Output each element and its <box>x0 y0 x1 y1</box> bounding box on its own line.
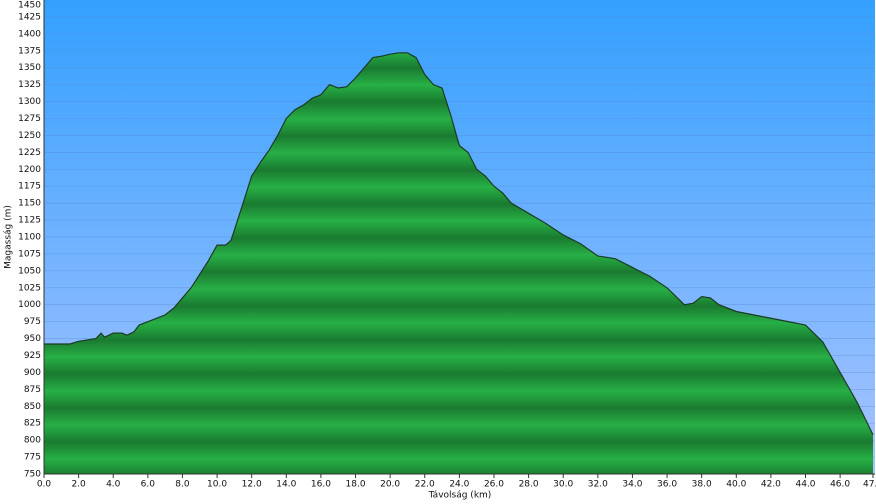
x-tick-label: 16.0 <box>311 480 331 490</box>
x-tick-label: 0.0 <box>37 480 52 490</box>
y-tick-label: 925 <box>24 351 41 361</box>
y-tick-label: 1175 <box>18 182 41 192</box>
x-tick-label: 14.0 <box>276 480 296 490</box>
y-tick-label: 1350 <box>18 63 41 73</box>
elevation-line <box>44 52 874 435</box>
y-tick-label: 750 <box>24 470 41 480</box>
y-tick-label: 1150 <box>18 199 41 209</box>
y-tick-label: 1400 <box>18 29 41 39</box>
x-axis-title: Távolság (km) <box>428 491 492 501</box>
y-tick-label: 900 <box>24 368 41 378</box>
y-tick-label: 1275 <box>18 114 41 124</box>
y-tick-label: 875 <box>24 385 41 395</box>
x-tick-label: 44.0 <box>795 480 815 490</box>
y-tick-label: 775 <box>24 453 41 463</box>
y-tick-label: 850 <box>24 402 41 412</box>
y-tick-label: 1300 <box>18 97 41 107</box>
y-axis-title: Magasság (m) <box>4 205 14 269</box>
y-tick-label: 1000 <box>18 300 41 310</box>
elevation-area <box>44 52 873 475</box>
x-tick-label: 4.0 <box>106 480 121 490</box>
x-tick-label: 28.0 <box>519 480 539 490</box>
x-tick-label: 47.9 <box>863 480 876 490</box>
y-tick-label: 1325 <box>18 80 41 90</box>
x-tick-label: 30.0 <box>553 480 573 490</box>
x-tick-label: 18.0 <box>346 480 366 490</box>
y-tick-label: 1450 <box>18 1 41 11</box>
y-tick-label: 1375 <box>18 46 41 56</box>
x-tick-label: 36.0 <box>657 480 677 490</box>
y-tick-label: 1100 <box>18 233 41 243</box>
x-tick-label: 22.0 <box>415 480 435 490</box>
x-tick-label: 2.0 <box>71 480 86 490</box>
y-tick-label: 975 <box>24 317 41 327</box>
y-tick-label: 1075 <box>18 249 41 259</box>
x-tick-label: 32.0 <box>588 480 608 490</box>
y-tick-label: 1200 <box>18 165 41 175</box>
y-tick-label: 1225 <box>18 148 41 158</box>
y-tick-label: 1425 <box>18 12 41 22</box>
y-tick-label: 950 <box>24 334 41 344</box>
x-tick-label: 20.0 <box>380 480 400 490</box>
x-tick-label: 46.0 <box>830 480 850 490</box>
y-tick-label: 1050 <box>18 266 41 276</box>
x-tick-label: 8.0 <box>175 480 190 490</box>
y-tick-label: 1125 <box>18 216 41 226</box>
y-tick-label: 800 <box>24 436 41 446</box>
x-tick-label: 6.0 <box>141 480 156 490</box>
y-tick-label: 825 <box>24 419 41 429</box>
x-tick-label: 24.0 <box>449 480 469 490</box>
x-tick-label: 10.0 <box>207 480 227 490</box>
x-tick-label: 34.0 <box>622 480 642 490</box>
y-tick-label: 1025 <box>18 283 41 293</box>
x-tick-label: 38.0 <box>692 480 712 490</box>
x-tick-label: 42.0 <box>761 480 781 490</box>
x-tick-label: 12.0 <box>242 480 262 490</box>
x-tick-label: 26.0 <box>484 480 504 490</box>
y-tick-label: 1250 <box>18 131 41 141</box>
x-tick-label: 40.0 <box>726 480 746 490</box>
